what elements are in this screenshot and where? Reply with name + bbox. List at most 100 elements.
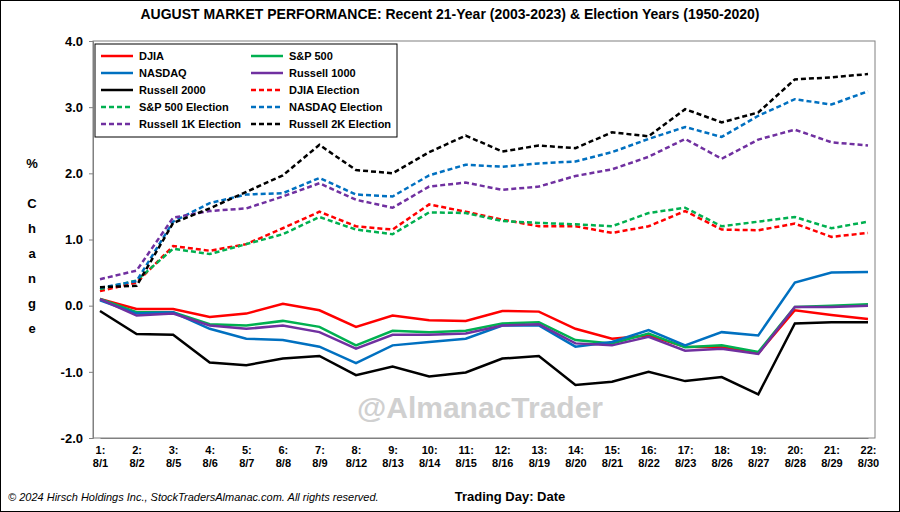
x-tick-label: 13:8/19 [529,444,550,469]
x-tick: 21:8/29 [821,438,842,469]
y-axis: -2.0 -1.0 0.0 1.0 2.0 3.0 4.0 [61,34,94,446]
x-tick-label: 19:8/27 [748,444,769,469]
x-tick: 7:8/9 [312,438,327,469]
x-tick: 20:8/28 [785,438,806,469]
series-line [100,91,868,288]
x-tick-label: 12:8/16 [492,444,513,469]
legend-box [95,44,397,137]
legend: DJIA S&P 500 NASDAQ Russell 1000 Russell 200… [95,44,397,137]
x-tick-label: 8:8/12 [346,444,367,469]
x-tick: 11:8/15 [456,438,477,469]
y-tick-mark [89,306,93,307]
x-tick-label: 15:8/21 [602,444,623,469]
y-tick: 4.0 [65,34,93,49]
x-tick: 12:8/16 [492,438,513,469]
x-tick: 14:8/20 [565,438,586,469]
x-tick-label: 16:8/22 [638,444,659,469]
y-tick-label: 3.0 [65,100,83,115]
y-tick: 2.0 [65,166,93,181]
y-tick-mark [89,107,93,108]
x-tick-label: 22:8/30 [858,444,879,469]
series-line [100,74,868,287]
x-tick-label: 18:8/26 [712,444,733,469]
source-note: © 2024 Hirsch Holdings Inc., StockTrader… [8,491,379,503]
x-tick-label: 3:8/5 [166,444,181,469]
background [1,1,900,512]
legend-swatch [101,123,133,126]
y-tick-label: -2.0 [61,431,83,446]
y-tick-mark [89,372,93,373]
y-tick-label: 2.0 [65,166,83,181]
x-axis: 1:8/1 2:8/2 3:8/5 4:8/6 5:8/7 6:8/8 7:8/9 8:8/1… [93,438,879,469]
y-tick: -1.0 [61,364,93,379]
x-tick-label: 4:8/6 [203,444,218,469]
series-line [100,208,868,289]
legend-label: Russell 1K Election [139,118,241,130]
x-tick: 13:8/19 [529,438,550,469]
series-line [100,130,868,280]
chart: AUGUST MARKET PERFORMANCE: Recent 21-Yea… [0,0,900,512]
legend-label: S&P 500 Election [139,101,229,113]
y-axis-title: %Change [26,156,38,336]
x-axis-line [101,438,869,439]
series-line [100,299,868,354]
x-tick: 8:8/12 [346,438,367,469]
x-tick: 3:8/5 [166,438,181,469]
legend-label: NASDAQ [139,67,187,79]
y-tick-mark [89,240,93,241]
x-tick: 9:8/13 [382,438,403,469]
x-axis-title: Trading Day: Date [455,489,566,504]
x-tick-label: 20:8/28 [785,444,806,469]
x-tick: 17:8/23 [675,438,696,469]
legend-swatch [251,106,283,109]
x-tick-label: 5:8/7 [239,444,254,469]
x-tick-label: 17:8/23 [675,444,696,469]
lines [100,74,868,394]
y-tick: 1.0 [65,232,93,247]
legend-swatch [251,72,283,75]
x-tick: 16:8/22 [638,438,659,469]
y-tick: 0.0 [65,298,93,313]
x-tick: 18:8/26 [712,438,733,469]
series-line [100,299,868,353]
x-tick-label: 9:8/13 [382,444,403,469]
legend-swatch [251,55,283,58]
x-tick: 2:8/2 [129,438,144,469]
y-tick-label: 4.0 [65,34,83,49]
y-tick-label: -1.0 [61,364,83,379]
y-tick-label: 0.0 [65,298,83,313]
x-tick-label: 1:8/1 [93,444,108,469]
legend-swatch [101,106,133,109]
y-tick-mark [89,438,93,439]
x-tick: 5:8/7 [239,438,254,469]
x-tick-label: 11:8/15 [456,444,477,469]
legend-swatch [251,89,283,92]
legend-label: Russell 2000 [139,84,206,96]
x-tick-label: 21:8/29 [821,444,842,469]
x-tick: 10:8/14 [419,438,441,469]
plot-frame [93,41,875,438]
series-line [100,272,868,363]
x-tick-label: 7:8/9 [312,444,327,469]
title: AUGUST MARKET PERFORMANCE: Recent 21-Yea… [140,6,759,22]
legend-label: Russell 1000 [289,67,356,79]
y-tick-label: 1.0 [65,232,83,247]
legend-label: S&P 500 [289,50,333,62]
y-tick-mark [89,41,93,42]
x-tick: 15:8/21 [602,438,623,469]
y-tick: -2.0 [61,431,93,446]
watermark: @AlmanacTrader [357,391,603,424]
x-tick-label: 10:8/14 [419,444,441,469]
x-tick: 1:8/1 [93,438,108,469]
x-tick: 6:8/8 [276,438,291,469]
x-tick-label: 14:8/20 [565,444,586,469]
legend-swatch [251,123,283,126]
x-tick: 19:8/27 [748,438,769,469]
x-tick: 4:8/6 [203,438,218,469]
legend-swatch [101,72,133,75]
y-tick-mark [89,173,93,174]
legend-label: DJIA [139,50,164,62]
legend-label: DJIA Election [289,84,360,96]
y-axis-line [89,42,94,439]
x-tick-label: 6:8/8 [276,444,291,469]
